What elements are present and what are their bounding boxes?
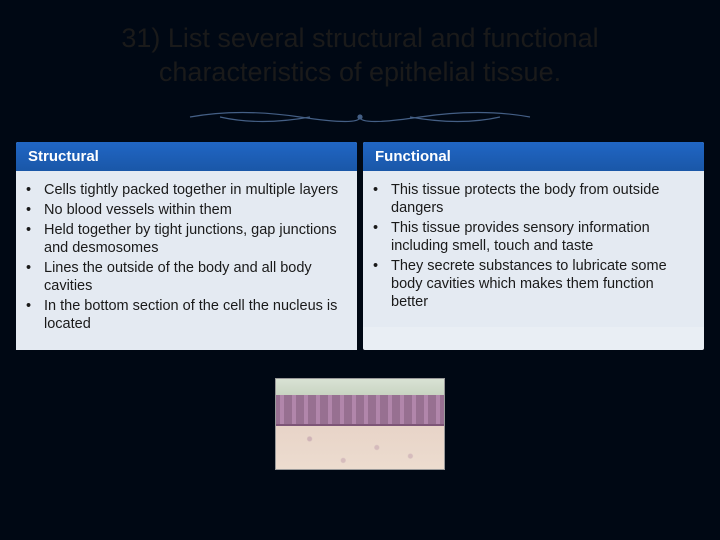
list-item: •Lines the outside of the body and all b… bbox=[26, 259, 347, 295]
list-item-text: No blood vessels within them bbox=[44, 201, 232, 219]
list-item: •They secrete substances to lubricate so… bbox=[373, 257, 694, 311]
list-item: •Held together by tight junctions, gap j… bbox=[26, 221, 347, 257]
list-item: •Cells tightly packed together in multip… bbox=[26, 181, 347, 199]
two-column-layout: Structural •Cells tightly packed togethe… bbox=[0, 142, 720, 350]
column-body-functional: •This tissue protects the body from outs… bbox=[363, 171, 704, 328]
list-item: •This tissue provides sensory informatio… bbox=[373, 219, 694, 255]
tissue-micrograph bbox=[275, 378, 445, 470]
flourish-icon bbox=[180, 106, 540, 128]
column-body-structural: •Cells tightly packed together in multip… bbox=[16, 171, 357, 350]
tissue-epithelial-cells bbox=[276, 395, 444, 426]
structural-list: •Cells tightly packed together in multip… bbox=[26, 181, 347, 334]
list-item-text: In the bottom section of the cell the nu… bbox=[44, 297, 347, 333]
slide-title: 31) List several structural and function… bbox=[60, 22, 660, 90]
column-header-functional: Functional bbox=[363, 142, 704, 171]
tissue-connective-layer bbox=[276, 426, 444, 469]
decorative-flourish bbox=[0, 102, 720, 132]
column-functional: Functional •This tissue protects the bod… bbox=[363, 142, 704, 350]
tissue-surface-layer bbox=[276, 379, 444, 395]
slide-title-area: 31) List several structural and function… bbox=[0, 0, 720, 102]
column-header-structural: Structural bbox=[16, 142, 357, 171]
list-item: •No blood vessels within them bbox=[26, 201, 347, 219]
list-item-text: Held together by tight junctions, gap ju… bbox=[44, 221, 347, 257]
list-item-text: This tissue provides sensory information… bbox=[391, 219, 694, 255]
list-item-text: Cells tightly packed together in multipl… bbox=[44, 181, 338, 199]
list-item: •This tissue protects the body from outs… bbox=[373, 181, 694, 217]
list-item: •In the bottom section of the cell the n… bbox=[26, 297, 347, 333]
column-structural: Structural •Cells tightly packed togethe… bbox=[16, 142, 357, 350]
list-item-text: This tissue protects the body from outsi… bbox=[391, 181, 694, 217]
list-item-text: They secrete substances to lubricate som… bbox=[391, 257, 694, 311]
list-item-text: Lines the outside of the body and all bo… bbox=[44, 259, 347, 295]
functional-list: •This tissue protects the body from outs… bbox=[373, 181, 694, 312]
